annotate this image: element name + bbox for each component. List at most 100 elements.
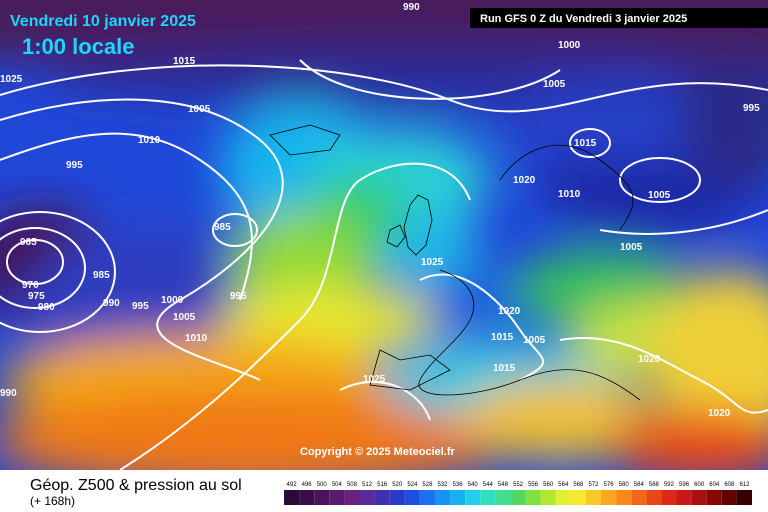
isobar-label: 995 [132, 301, 149, 312]
colorbar-label: 508 [347, 482, 358, 488]
colorbar-label: 524 [407, 482, 418, 488]
isobar-label: 1025 [0, 74, 23, 85]
isobar-label: 1005 [543, 79, 566, 90]
colorbar-swatch [434, 490, 451, 505]
colorbar-swatch [510, 490, 526, 505]
colorbar-label: 516 [377, 482, 388, 488]
colorbar-label: 576 [604, 482, 615, 488]
colorbar-label: 492 [287, 482, 298, 488]
colorbar-swatch [616, 490, 632, 505]
isobar-label: 1015 [493, 363, 516, 374]
run-banner [470, 8, 768, 28]
colorbar-swatch [661, 490, 677, 505]
colorbar-label: 580 [619, 482, 630, 488]
colorbar-swatch [585, 490, 602, 505]
colorbar-label: 548 [498, 482, 509, 488]
isobar-label: 1025 [363, 374, 386, 385]
isobar-label: 1005 [620, 242, 643, 253]
isobar-label: 995 [230, 291, 247, 302]
isobar-label: 985 [214, 222, 231, 233]
colorbar-swatch [465, 490, 481, 505]
isobar-label: 980 [38, 302, 55, 313]
colorbar-swatch [631, 490, 647, 505]
colorbar-swatch [601, 490, 617, 505]
isobar-label: 1010 [185, 333, 208, 344]
isobar-label: 995 [66, 160, 83, 171]
isobar-label: 1005 [523, 335, 546, 346]
isobar-label: 1000 [558, 40, 581, 51]
colorbar-swatch [344, 490, 360, 505]
colorbar-swatch [359, 490, 375, 505]
colorbar-swatch [404, 490, 420, 505]
colorbar-label: 608 [724, 482, 735, 488]
colorbar-label: 584 [634, 482, 645, 488]
colorbar-label: 528 [422, 482, 433, 488]
isobar-label: 995 [743, 103, 760, 114]
isobar-label: 975 [28, 291, 45, 302]
isobar-label: 965 [20, 237, 37, 248]
valid-date: Vendredi 10 janvier 2025 [10, 13, 196, 30]
isobar-label: 1000 [161, 295, 184, 306]
colorbar-swatch [676, 490, 692, 505]
isobar-label: 1005 [188, 104, 211, 115]
colorbar-swatch [495, 490, 511, 505]
isobar-label: 1015 [574, 138, 597, 149]
isobar-label: 1010 [558, 189, 581, 200]
colorbar-label: 596 [679, 482, 690, 488]
colorbar-label: 564 [558, 482, 569, 488]
isobar-label: 1010 [138, 135, 161, 146]
footer-lead: (+ 168h) [30, 494, 75, 508]
colorbar-label: 500 [317, 482, 328, 488]
colorbar-label: 568 [573, 482, 584, 488]
colorbar-swatch [646, 490, 662, 505]
colorbar-label: 512 [362, 482, 373, 488]
isobar-label: 1020 [708, 408, 731, 419]
colorbar-label: 556 [528, 482, 539, 488]
isobar-label: 990 [103, 298, 120, 309]
colorbar-swatch [450, 490, 466, 505]
isobar-label: 1020 [638, 354, 661, 365]
isobar-label: 970 [22, 280, 39, 291]
colorbar-label: 540 [468, 482, 479, 488]
colorbar-swatch [691, 490, 707, 505]
colorbar-label: 552 [513, 482, 524, 488]
colorbar-label: 504 [332, 482, 343, 488]
colorbar-label: 600 [694, 482, 705, 488]
isobar-label: 1005 [648, 190, 671, 201]
colorbar-label: 604 [709, 482, 720, 488]
colorbar-label: 592 [664, 482, 675, 488]
colorbar-label: 612 [739, 482, 750, 488]
colorbar-label: 544 [483, 482, 494, 488]
isobar-label: 1020 [498, 306, 521, 317]
colorbar-swatch [314, 490, 330, 505]
colorbar-swatch [389, 490, 405, 505]
colorbar-swatch [374, 490, 390, 505]
copyright: Copyright © 2025 Meteociel.fr [300, 446, 456, 458]
colorbar-label: 560 [543, 482, 554, 488]
colorbar-swatch [419, 490, 435, 505]
colorbar-label: 536 [453, 482, 464, 488]
colorbar-swatch [706, 490, 722, 505]
isobar-labels: 990 1000 1005 995 1005 1010 1015 995 1020 1010 100… [0, 2, 760, 419]
colorbar: 492 496 500 504 508 512 516 520 524 528 532 536 540 5… [284, 482, 752, 505]
colorbar-swatch [721, 490, 737, 505]
valid-time: 1:00 locale [22, 34, 135, 59]
colorbar-label: 532 [438, 482, 449, 488]
colorbar-label: 572 [588, 482, 599, 488]
colorbar-swatch [329, 490, 345, 505]
colorbar-label: 588 [649, 482, 660, 488]
run-info: Run GFS 0 Z du Vendredi 3 janvier 2025 [480, 13, 687, 25]
colorbar-swatch [555, 490, 571, 505]
colorbar-swatch [525, 490, 541, 505]
colorbar-swatch [284, 490, 300, 505]
isobar-label: 990 [403, 2, 420, 13]
isobar-label: 1020 [513, 175, 536, 186]
colorbar-swatch [299, 490, 315, 505]
isobar-label: 1015 [491, 332, 514, 343]
colorbar-label: 496 [302, 482, 313, 488]
colorbar-swatch [736, 490, 752, 505]
colorbar-swatch [540, 490, 556, 505]
colorbar-label: 520 [392, 482, 403, 488]
